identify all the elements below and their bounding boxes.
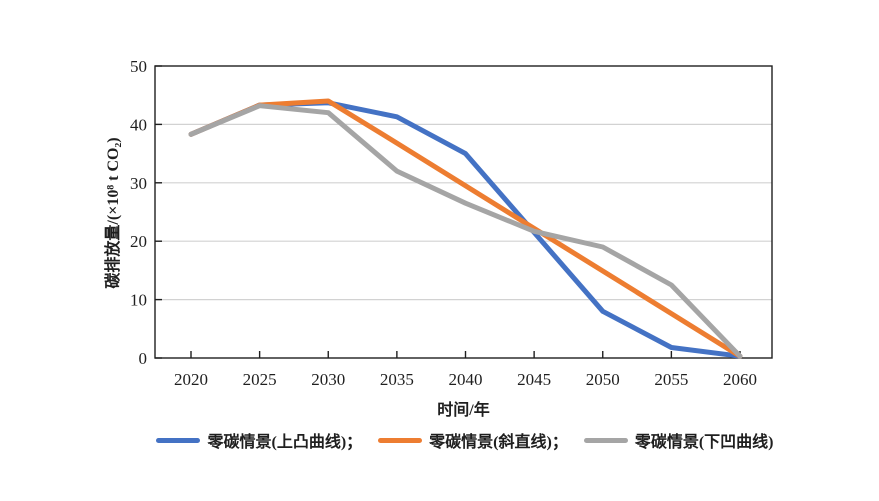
x-tick-label: 2030 bbox=[311, 370, 345, 389]
y-tick-label: 0 bbox=[139, 349, 148, 368]
plot-border bbox=[154, 65, 773, 359]
series-line-零碳情景(上凸曲线) bbox=[188, 100, 743, 359]
legend-swatch-concave-curve bbox=[583, 437, 628, 443]
x-tick-label: 2055 bbox=[654, 370, 688, 389]
x-tick-label: 2060 bbox=[723, 370, 757, 389]
y-tick-label: 50 bbox=[130, 57, 147, 76]
x-tick-label: 2040 bbox=[449, 370, 483, 389]
y-axis-title: 碳排放量/(×10⁸ t CO₂) bbox=[105, 137, 122, 289]
legend-swatch-convex-curve bbox=[156, 437, 201, 443]
series-line-零碳情景(斜直线) bbox=[188, 98, 743, 359]
x-tick-label: 2020 bbox=[174, 370, 208, 389]
x-tick-label: 2035 bbox=[380, 370, 414, 389]
legend: 零碳情景(上凸曲线)； 零碳情景(斜直线)； 零碳情景(下凹曲线) bbox=[120, 428, 810, 452]
x-tick-label: 2025 bbox=[243, 370, 277, 389]
legend-item-concave-curve: 零碳情景(下凹曲线) bbox=[583, 428, 774, 452]
x-tick-label: 2050 bbox=[586, 370, 620, 389]
legend-item-straight-line: 零碳情景(斜直线)； bbox=[378, 428, 568, 452]
y-tick-label: 20 bbox=[130, 232, 147, 251]
legend-label-convex-curve: 零碳情景(上凸曲线)； bbox=[207, 434, 363, 451]
x-tick-label: 2045 bbox=[517, 370, 551, 389]
y-tick-label: 10 bbox=[130, 291, 147, 310]
legend-label-concave-curve: 零碳情景(下凹曲线) bbox=[634, 434, 774, 451]
legend-swatch-straight-line bbox=[378, 437, 423, 443]
y-tick-label: 30 bbox=[130, 174, 147, 193]
legend-label-straight-line: 零碳情景(斜直线)； bbox=[429, 434, 568, 451]
series-line-零碳情景(下凹曲线) bbox=[188, 103, 743, 359]
x-axis-title: 时间/年 bbox=[437, 402, 490, 419]
y-tick-label: 40 bbox=[130, 115, 147, 134]
legend-item-convex-curve: 零碳情景(上凸曲线)； bbox=[156, 428, 362, 452]
